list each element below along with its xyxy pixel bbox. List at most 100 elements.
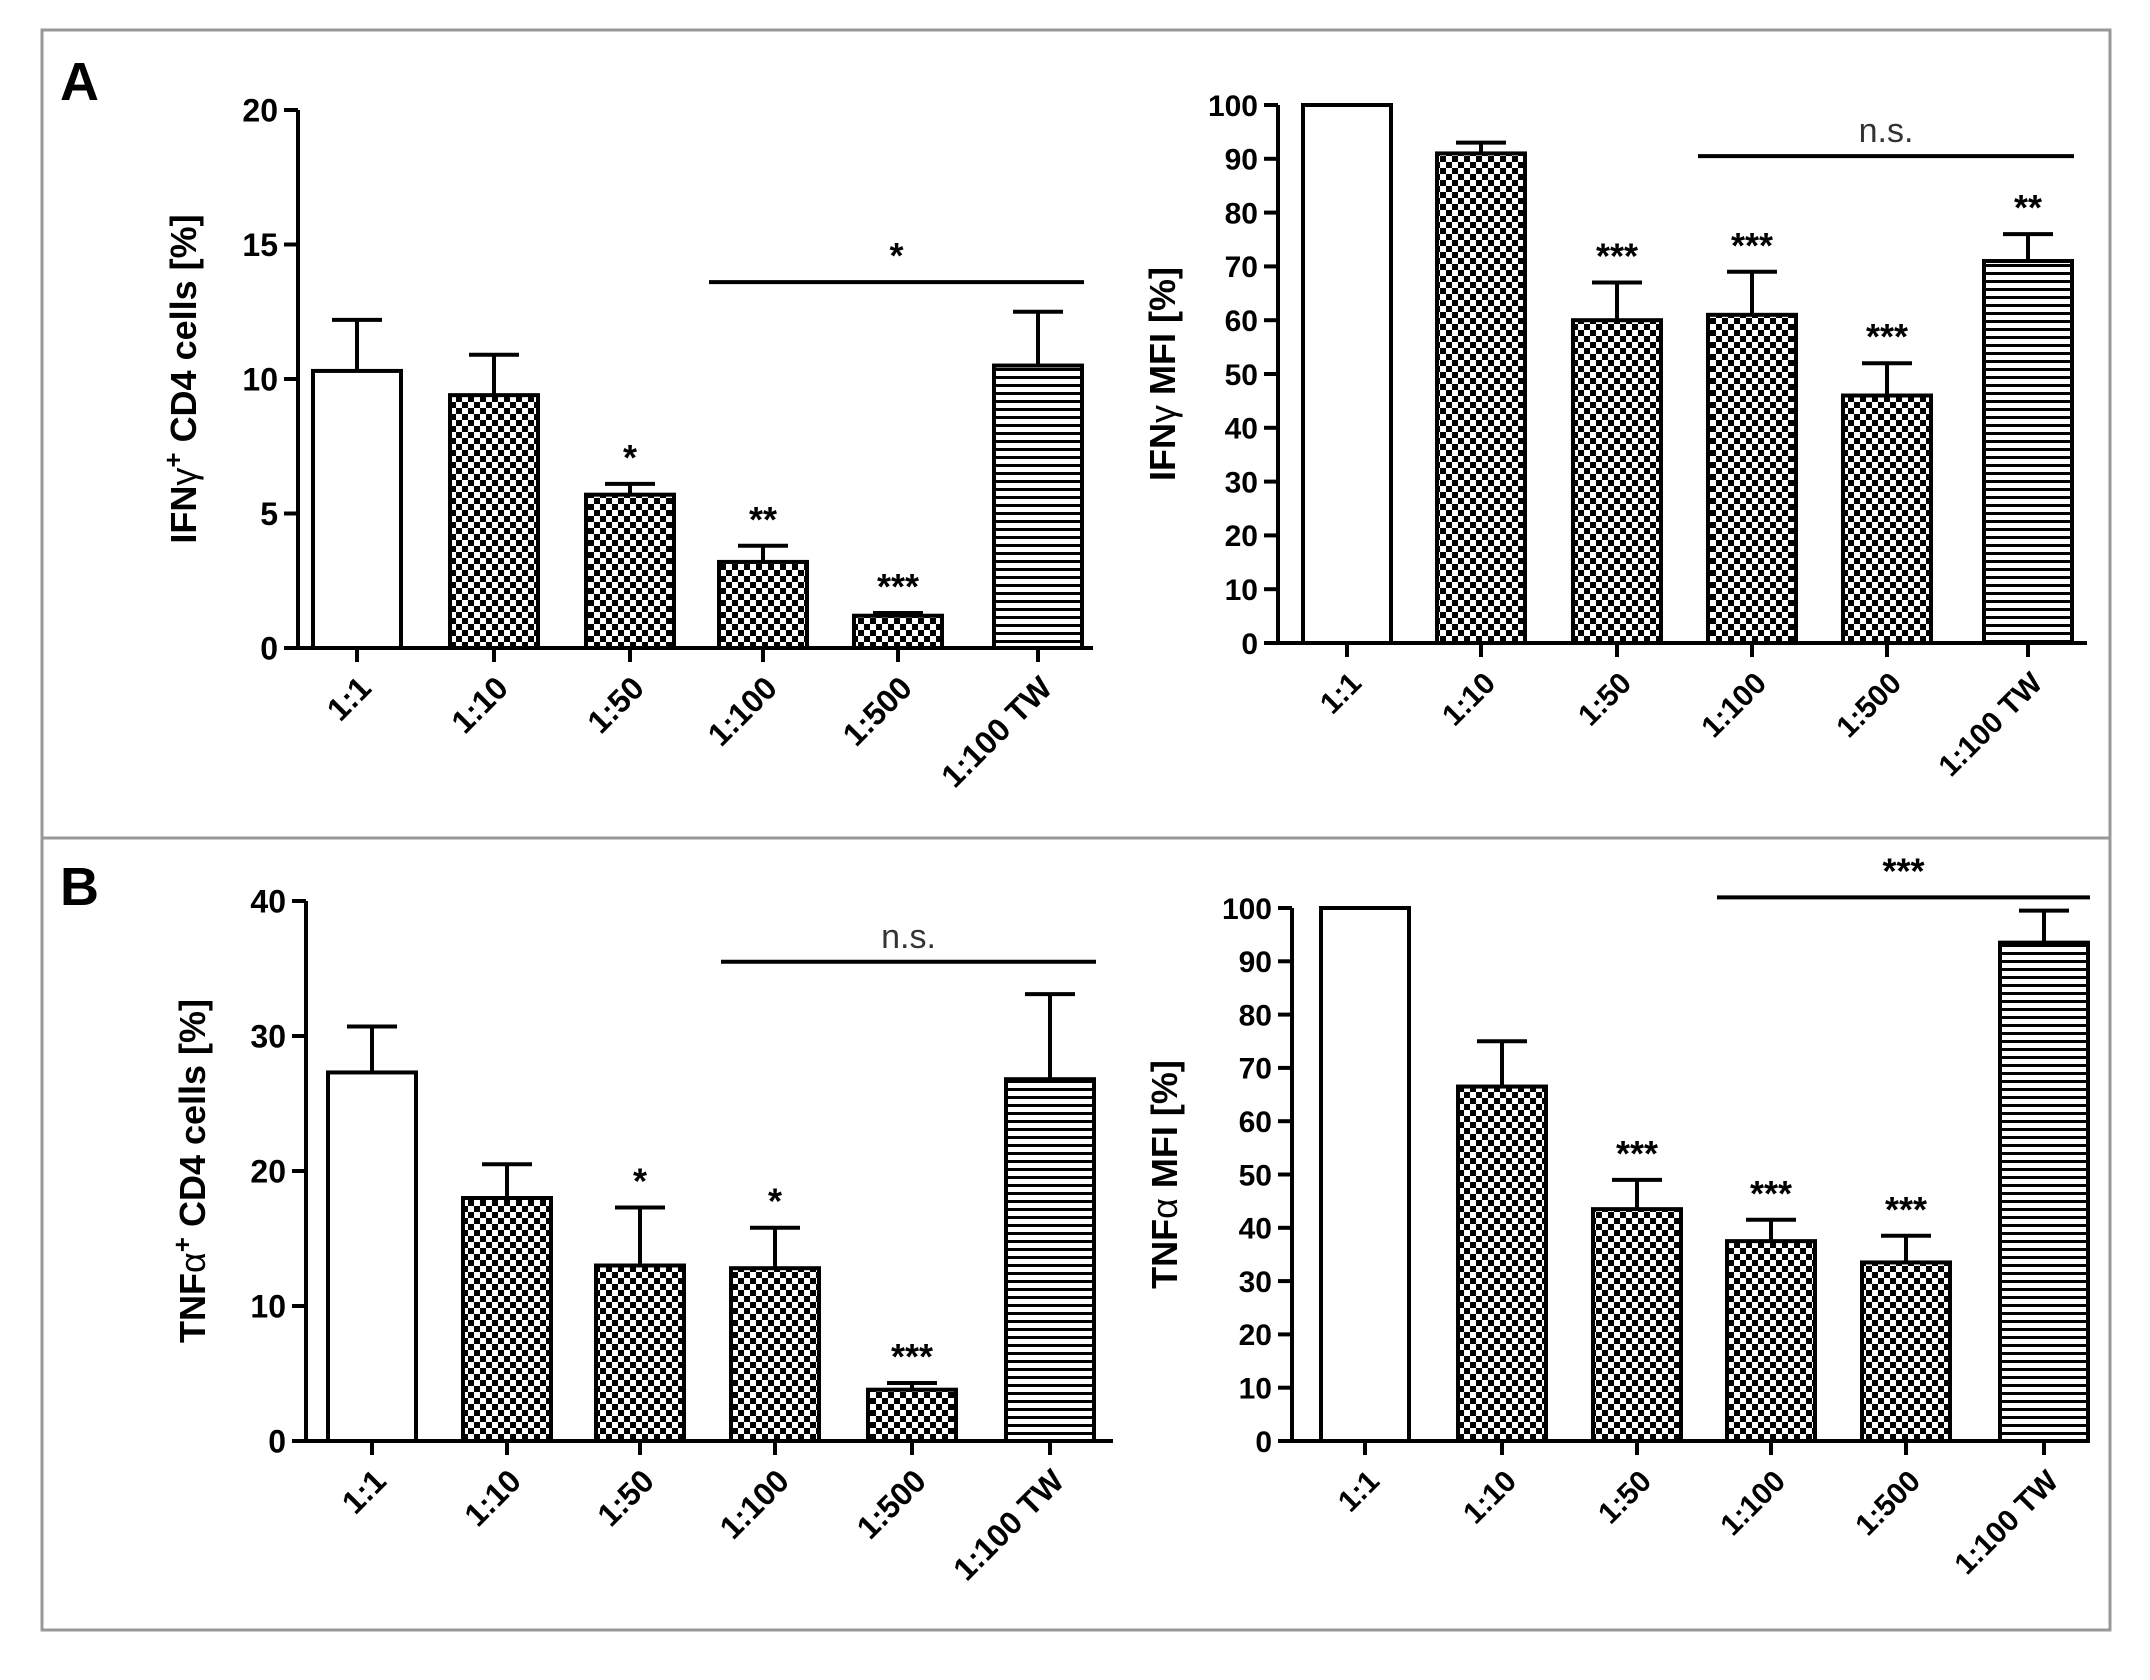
- y-tick-label: 100: [1208, 90, 1258, 123]
- significance-1-500: ***: [877, 566, 919, 607]
- bar-1-50: [1571, 318, 1663, 645]
- significance-1-500: ***: [1866, 316, 1908, 357]
- bar-1-10: [1456, 1084, 1548, 1444]
- x-tick-label-1-50: 1:50: [1572, 667, 1638, 733]
- y-tick-label: 50: [1239, 1159, 1272, 1192]
- y-tick-label: 15: [242, 227, 278, 263]
- x-tick-label-1-1: 1:1: [320, 669, 378, 727]
- bar-1-50: [1591, 1207, 1683, 1444]
- y-tick-label: 5: [260, 496, 278, 532]
- y-label-superscript: +: [158, 452, 188, 467]
- x-tick-label-1-500: 1:500: [850, 1462, 933, 1545]
- x-tick-label-1-50: 1:50: [1592, 1465, 1658, 1531]
- significance-1-50: ***: [1596, 236, 1638, 277]
- panel-label-a: A: [60, 52, 99, 112]
- chart-ifn-cd4-cells: 0 5 10 15 20 IFNγ+ CD4 cells [%] 1:1 1:10 1:50 * 1…: [158, 93, 1093, 794]
- x-tick-label-1-10: 1:10: [1436, 667, 1502, 733]
- x-tick-label-1-100-tw: 1:100 TW: [1948, 1464, 2065, 1581]
- x-tick-label-1-1: 1:1: [1314, 667, 1368, 721]
- significance-1-50: *: [633, 1160, 647, 1201]
- y-axis-label: TNFα+ CD4 cells [%]: [167, 999, 213, 1343]
- y-tick-label: 20: [250, 1154, 286, 1190]
- bar-1-100-tw: [1982, 259, 2074, 645]
- significance-1-100: ***: [1731, 225, 1773, 266]
- bar-1-100-tw: [1004, 1077, 1096, 1443]
- bar-1-50: [594, 1263, 686, 1443]
- x-tick-label-1-1: 1:1: [335, 1462, 393, 1520]
- y-axis-label: TNFα MFI [%]: [1144, 1060, 1185, 1289]
- x-tick-label-1-500: 1:500: [1830, 667, 1908, 745]
- y-tick-label: 30: [1239, 1266, 1272, 1299]
- bar-1-100: [729, 1266, 821, 1443]
- y-tick-label: 40: [1239, 1213, 1272, 1246]
- x-tick-label-1-100: 1:100: [1714, 1465, 1792, 1543]
- bar-1-500: [852, 613, 944, 650]
- chart-tnf-mfi: 0 10 20 30 40 50 60 70 80 90 100 TNFα MFI [%] 1:1 1:1…: [1144, 850, 2090, 1581]
- bar-1-100: [717, 559, 809, 650]
- significance-1-100-tw: **: [2014, 187, 2042, 228]
- bar-1-500: [866, 1387, 958, 1443]
- x-tick-label-1-10: 1:10: [1457, 1465, 1523, 1531]
- y-axis-label: IFNγ+ CD4 cells [%]: [158, 214, 204, 543]
- x-tick-label-1-100: 1:100: [1695, 667, 1773, 745]
- y-tick-label: 20: [1239, 1319, 1272, 1352]
- bar-1-10: [448, 393, 540, 651]
- bar-1-1: [326, 1070, 418, 1443]
- y-tick-label: 10: [1239, 1373, 1272, 1406]
- y-label-rest: CD4 cells [%]: [172, 999, 213, 1237]
- bar-1-500: [1860, 1260, 1952, 1443]
- bar-1-50: [584, 492, 676, 651]
- x-tick-label-1-100-tw: 1:100 TW: [934, 669, 1059, 794]
- y-label-superscript: +: [167, 1237, 197, 1252]
- y-label-greek: α: [1144, 1198, 1185, 1219]
- y-tick-label: 10: [242, 362, 278, 398]
- y-tick-label: 60: [1225, 305, 1258, 338]
- x-tick-label-1-50: 1:50: [580, 669, 651, 740]
- panel-frame-b: [40, 836, 2112, 1632]
- x-tick-label-1-100: 1:100: [713, 1462, 796, 1545]
- y-label-cytokine: IFN: [1142, 423, 1183, 481]
- y-label-rest: CD4 cells [%]: [163, 214, 204, 452]
- y-label-cytokine: TNF: [1144, 1219, 1185, 1289]
- significance-1-100: **: [749, 499, 777, 540]
- bar-1-1: [1301, 103, 1393, 645]
- y-label-greek: γ: [1142, 405, 1183, 423]
- significance-1-50: *: [623, 437, 637, 478]
- comparison-label: ***: [1882, 850, 1924, 891]
- y-label-rest: MFI [%]: [1142, 267, 1183, 405]
- y-tick-label: 80: [1225, 197, 1258, 230]
- y-tick-label: 0: [260, 631, 278, 667]
- significance-1-50: ***: [1616, 1133, 1658, 1174]
- panel-label-b: B: [60, 857, 99, 917]
- y-tick-label: 70: [1225, 251, 1258, 284]
- comparison-label: *: [889, 235, 903, 276]
- y-label-rest: MFI [%]: [1144, 1060, 1185, 1198]
- y-tick-label: 80: [1239, 999, 1272, 1032]
- y-tick-label: 0: [1241, 628, 1258, 661]
- x-tick-label-1-50: 1:50: [590, 1462, 661, 1533]
- bar-1-10: [1435, 151, 1527, 645]
- y-tick-label: 50: [1225, 359, 1258, 392]
- chart-ifn-mfi: 0 10 20 30 40 50 60 70 80 90 100 IFNγ MFI [%] 1:1 1:1…: [1142, 90, 2087, 783]
- significance-1-100: *: [768, 1181, 782, 1222]
- bar-1-100-tw: [992, 363, 1084, 650]
- y-tick-label: 40: [250, 884, 286, 920]
- y-axis-label: IFNγ MFI [%]: [1142, 267, 1183, 481]
- y-tick-label: 90: [1225, 144, 1258, 177]
- y-tick-label: 0: [268, 1424, 286, 1460]
- y-tick-label: 60: [1239, 1106, 1272, 1139]
- bar-1-1: [311, 368, 403, 650]
- bar-1-100: [1725, 1239, 1817, 1443]
- bar-1-10: [461, 1196, 553, 1443]
- y-tick-label: 90: [1239, 946, 1272, 979]
- y-label-greek: γ: [163, 468, 204, 486]
- x-tick-label-1-10: 1:10: [444, 669, 515, 740]
- y-tick-label: 20: [242, 93, 278, 129]
- significance-1-500: ***: [891, 1336, 933, 1377]
- bar-1-100: [1706, 312, 1798, 645]
- x-tick-label-1-100: 1:100: [701, 669, 784, 752]
- x-tick-label-1-500: 1:500: [836, 669, 919, 752]
- y-tick-label: 30: [1225, 466, 1258, 499]
- y-tick-label: 40: [1225, 413, 1258, 446]
